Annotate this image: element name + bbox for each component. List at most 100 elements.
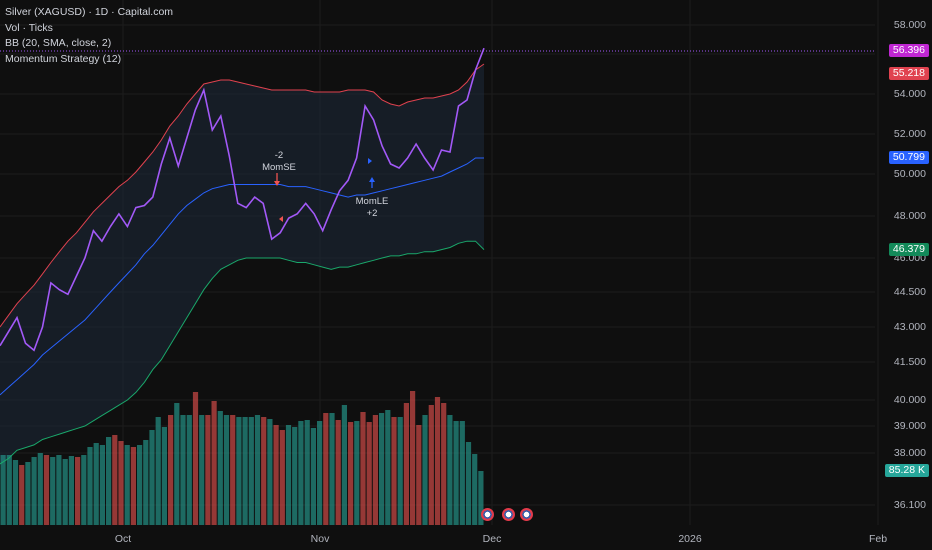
volume-bar xyxy=(205,415,211,525)
volume-bar xyxy=(112,435,118,525)
price-tick-label: 39.000 xyxy=(893,420,926,432)
volume-bar xyxy=(87,447,93,525)
long-signal-qty: +2 xyxy=(366,208,378,219)
volume-bar xyxy=(137,445,143,525)
volume-bar xyxy=(317,421,323,525)
volume-bar xyxy=(379,413,385,525)
volume-bar xyxy=(273,425,279,525)
volume-bar xyxy=(180,415,186,525)
volume-bar xyxy=(304,420,310,525)
time-label: Nov xyxy=(310,533,330,545)
volume-bar xyxy=(0,455,6,525)
volume-bar xyxy=(279,430,285,525)
volume-bar xyxy=(254,415,261,525)
volume-bar xyxy=(354,421,360,525)
volume-bar xyxy=(118,441,124,525)
volume-badge: 85.28 K xyxy=(884,464,929,477)
short-signal-label: -2 MomSE xyxy=(262,150,296,174)
volume-bar xyxy=(62,459,68,525)
volume-bar xyxy=(341,405,347,525)
price-tick-label: 38.000 xyxy=(893,447,926,459)
event-flag-icon[interactable] xyxy=(502,508,515,521)
volume-bar xyxy=(43,455,50,525)
volume-bar xyxy=(441,403,447,525)
price-tick-label: 48.000 xyxy=(893,210,926,222)
volume-bar xyxy=(168,415,174,525)
volume-bar xyxy=(422,415,428,525)
volume-bar xyxy=(230,415,236,525)
time-label: 2026 xyxy=(678,533,702,545)
volume-bar xyxy=(25,462,31,525)
price-tick-label: 44.500 xyxy=(893,286,926,298)
volume-bar xyxy=(149,430,155,525)
volume-bar xyxy=(465,442,472,525)
price-tick-label: 43.000 xyxy=(893,321,926,333)
long-signal-arrow xyxy=(369,177,375,182)
volume-bar xyxy=(242,417,248,525)
last-price-badge: 56.396 xyxy=(888,44,929,57)
time-label: Oct xyxy=(114,533,132,545)
price-line xyxy=(0,47,485,352)
short-signal-name: MomSE xyxy=(262,162,296,173)
volume-bar xyxy=(292,427,298,525)
bb-indicator-label[interactable]: BB (20, SMA, close, 2) xyxy=(5,37,112,49)
volume-bar xyxy=(410,391,416,525)
event-flag-icon[interactable] xyxy=(520,508,533,521)
volume-bar xyxy=(310,428,316,525)
volume-bar xyxy=(143,440,149,525)
symbol-title[interactable]: Silver (XAGUSD) · 1D · Capital.com xyxy=(5,6,174,18)
volume-bar xyxy=(416,425,422,525)
volume-bar xyxy=(385,410,391,525)
volume-bar xyxy=(459,421,465,525)
long-marker xyxy=(368,158,372,164)
price-tick-label: 52.000 xyxy=(893,128,926,140)
volume-bar xyxy=(397,417,403,525)
strategy-indicator-label[interactable]: Momentum Strategy (12) xyxy=(5,52,122,65)
long-signal-label: MomLE +2 xyxy=(356,196,389,220)
volume-bar xyxy=(19,465,25,525)
time-label: Dec xyxy=(482,533,502,545)
volume-bar xyxy=(68,456,74,525)
volume-bar xyxy=(329,413,335,525)
volume-bar xyxy=(285,425,292,525)
short-signal-arrow xyxy=(274,181,280,186)
volume-bar xyxy=(56,455,62,525)
volume-bar xyxy=(434,397,441,525)
bollinger-band-fill xyxy=(0,64,484,464)
volume-indicator-label[interactable]: Vol · Ticks xyxy=(5,21,53,34)
price-tick-label: 40.000 xyxy=(893,394,926,406)
volume-bar xyxy=(81,455,87,525)
price-tick-label: 41.500 xyxy=(893,356,926,368)
volume-bar xyxy=(372,415,378,525)
volume-bar xyxy=(50,457,56,525)
volume-bar xyxy=(472,454,478,525)
volume-bar xyxy=(323,413,329,525)
bb-upper-badge: 55.218 xyxy=(888,67,929,80)
volume-bar xyxy=(124,445,130,525)
volume-bar xyxy=(428,405,434,525)
volume-bar xyxy=(478,471,484,525)
volume-bar xyxy=(93,443,99,525)
volume-bar xyxy=(192,392,199,525)
event-flag-icon[interactable] xyxy=(481,508,494,521)
bb-basis-badge: 50.799 xyxy=(888,151,929,164)
volume-bar xyxy=(199,415,205,525)
bb-lower-line xyxy=(0,240,485,465)
price-tick-label: 58.000 xyxy=(893,19,926,31)
volume-bar xyxy=(236,417,242,525)
chart-legend[interactable]: Silver (XAGUSD) · 1D · Capital.com Vol ·… xyxy=(5,5,173,67)
volume-bar xyxy=(12,460,19,525)
bb-upper-line xyxy=(0,63,485,328)
volume-bar xyxy=(130,447,136,525)
volume-bar xyxy=(335,420,341,525)
volume-bar xyxy=(6,455,12,525)
volume-bar xyxy=(186,415,192,525)
volume-bar xyxy=(174,403,180,525)
bb-basis-line xyxy=(0,157,484,396)
volume-bar xyxy=(267,419,273,525)
volume-bar xyxy=(360,412,366,525)
volume-bar xyxy=(447,415,453,525)
volume-bar xyxy=(403,403,409,525)
